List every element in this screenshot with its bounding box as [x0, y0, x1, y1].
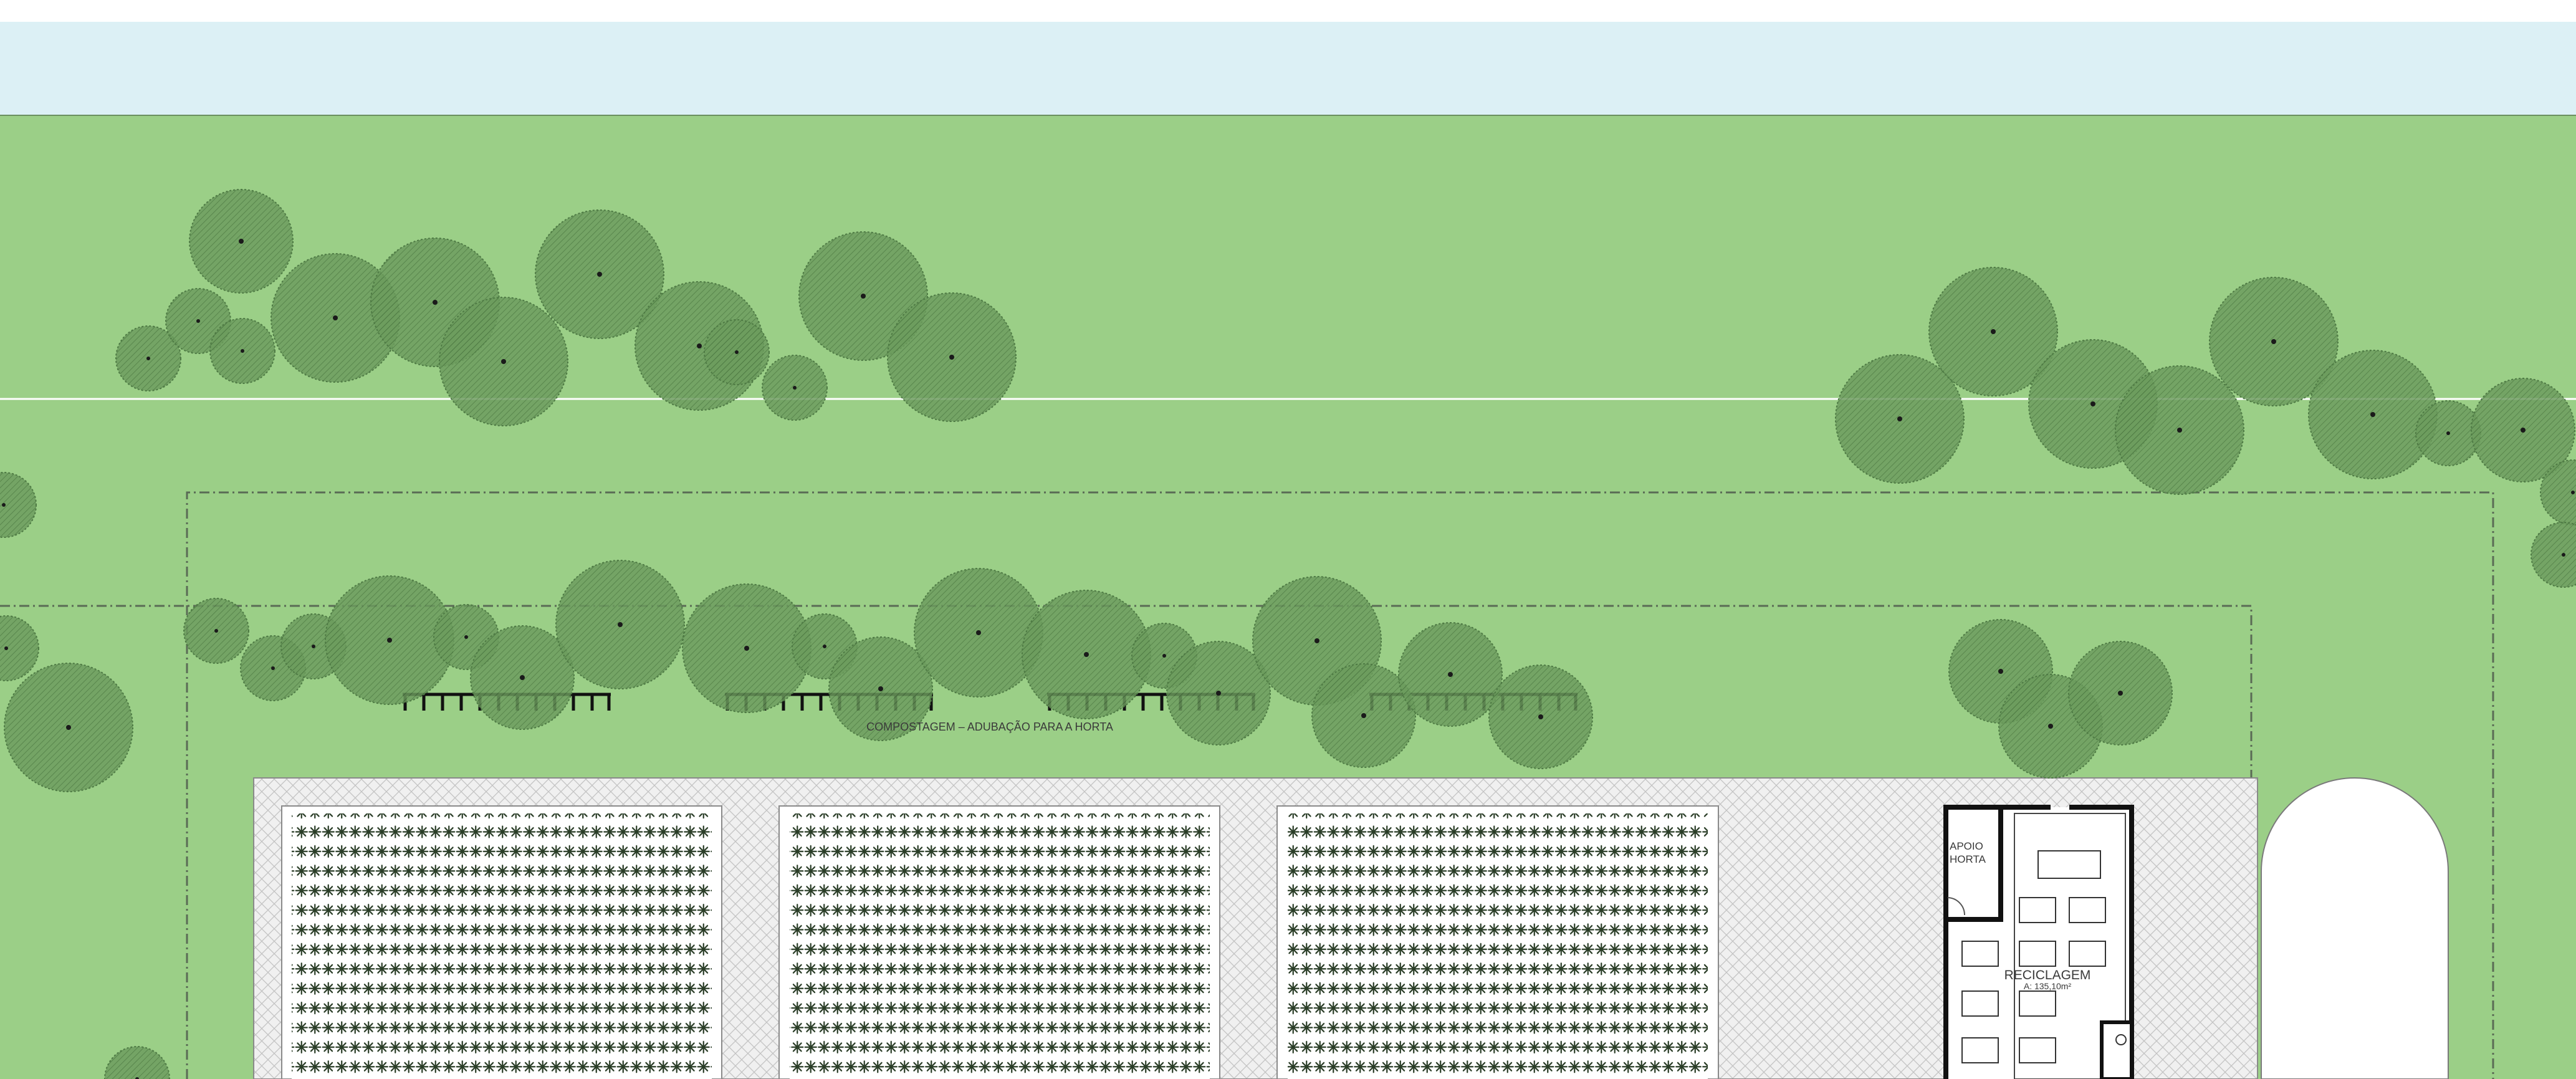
tree-canopy-icon [2531, 522, 2576, 588]
tree-canopy-icon [189, 189, 294, 294]
sorting-tables [1961, 897, 2106, 1063]
tree-canopy-icon [115, 325, 181, 391]
tree-canopy-icon [555, 560, 685, 689]
tree-canopy-icon [914, 568, 1043, 698]
door-swing [1947, 897, 1965, 916]
tree-canopy-icon [1835, 354, 1965, 484]
tree-canopy-icon [1488, 664, 1593, 769]
tree-canopy-icon [1166, 641, 1271, 746]
tree-canopy-icon [2540, 459, 2576, 525]
tree-canopy-icon [2415, 400, 2481, 466]
tree-canopy-icon [2115, 365, 2244, 495]
crop-plant-icon [292, 813, 712, 1079]
tree-canopy-icon [2209, 277, 2339, 406]
restroom [2100, 1020, 2133, 1079]
tree-canopy-icon [2308, 350, 2438, 479]
crop-plant-icon [790, 813, 1210, 1079]
planting-beds [281, 805, 1719, 1079]
outer-property-boundary [186, 491, 2494, 1079]
recycling-building: APOIO HORTA RECICLAGEM A: 135,10m² [1943, 805, 2134, 1079]
recycling-label: RECICLAGEM [2004, 968, 2091, 982]
tree-canopy-icon [682, 583, 812, 713]
apoio-label-line1: APOIO [1950, 840, 1983, 852]
tree-canopy-icon [762, 355, 828, 421]
tree-canopy-icon [0, 615, 39, 681]
round-lot [2261, 777, 2449, 1079]
compost-label: COMPOSTAGEM – ADUBAÇÃO PARA A HORTA [866, 720, 1113, 733]
toilet [2115, 1034, 2127, 1045]
building-walls [1943, 805, 2134, 1079]
recycling-area-label: A: 135,10m² [2024, 981, 2072, 991]
tree-canopy-icon [1022, 590, 1151, 719]
tree-canopy-icon [535, 209, 664, 339]
top-margin [0, 0, 2576, 22]
crop-plant-icon [1288, 813, 1708, 1079]
tree-canopy-icon [4, 663, 133, 792]
inner-wall-line [2014, 813, 2126, 1079]
tree-canopy-icon [0, 472, 37, 538]
tree-canopy-icon [104, 1046, 170, 1079]
tree-canopy-icon [887, 292, 1017, 422]
tree-canopy-icon [1928, 267, 2058, 396]
tree-canopy-icon [470, 625, 575, 730]
tree-canopy-icon [209, 318, 275, 384]
tree-canopy-icon [2068, 641, 2173, 746]
sky-band [0, 22, 2576, 115]
tree-canopy-icon [704, 319, 770, 385]
counter [2037, 850, 2101, 879]
tree-canopy-icon [828, 636, 933, 741]
tree-canopy-icon [2471, 378, 2575, 482]
tree-canopy-icon [1311, 663, 1416, 768]
inner-boundary [0, 605, 2253, 1079]
tree-canopy-icon [1398, 622, 1503, 727]
trees [0, 189, 2576, 1079]
tree-canopy-icon [439, 297, 568, 426]
tree-canopy-icon [183, 598, 249, 664]
apoio-label-line2: HORTA [1950, 853, 1986, 865]
